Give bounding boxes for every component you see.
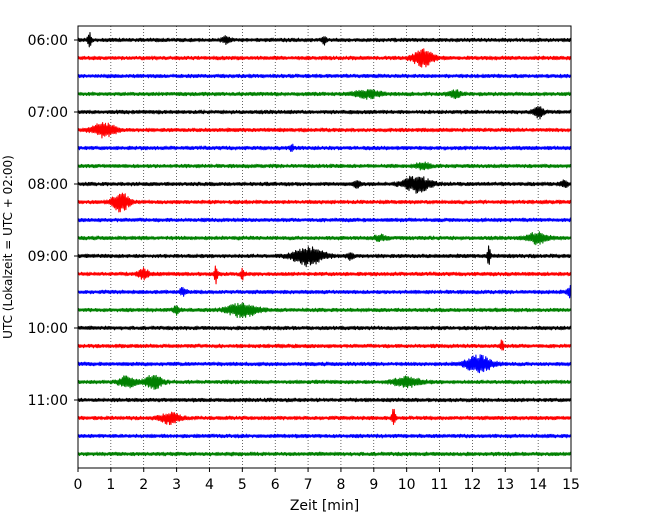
trace-1030 <box>77 354 572 374</box>
x-tick-label-9: 9 <box>369 477 378 493</box>
trace-1000 <box>77 325 572 331</box>
x-tick-label-11: 11 <box>431 477 449 493</box>
trace-1130 <box>77 433 572 439</box>
trace-0645 <box>77 89 572 100</box>
trace-0830 <box>77 217 572 223</box>
x-axis-label: Zeit [min] <box>290 498 359 514</box>
trace-1100 <box>77 397 572 403</box>
trace-1145 <box>77 451 572 457</box>
trace-0800 <box>77 175 572 194</box>
trace-1045 <box>77 374 572 390</box>
x-tick-label-0: 0 <box>74 477 83 493</box>
y-tick-label-0800: 08:00 <box>28 177 68 193</box>
x-tick-layer: 0 1 2 3 4 5 6 7 8 9 10 11 12 13 14 15 <box>74 468 580 493</box>
y-tick-label-0600: 06:00 <box>28 33 68 49</box>
x-tick-label-5: 5 <box>238 477 247 493</box>
trace-0900 <box>77 245 572 268</box>
trace-0715 <box>77 122 572 139</box>
trace-1015 <box>77 339 572 351</box>
y-tick-label-0900: 09:00 <box>28 249 68 265</box>
y-tick-label-1100: 11:00 <box>28 393 68 409</box>
trace-0945 <box>77 302 572 319</box>
trace-0915 <box>77 265 572 285</box>
x-tick-label-1: 1 <box>106 477 115 493</box>
x-tick-label-8: 8 <box>336 477 345 493</box>
trace-0730 <box>77 143 572 152</box>
x-tick-label-2: 2 <box>139 477 148 493</box>
trace-0930 <box>77 284 572 299</box>
plot-frame <box>77 25 572 469</box>
trace-1115 <box>77 408 572 426</box>
trace-0600 <box>77 31 572 48</box>
y-tick-label-0700: 07:00 <box>28 105 68 121</box>
trace-0845 <box>77 231 572 246</box>
x-tick-label-10: 10 <box>398 477 416 493</box>
y-axis-label: UTC (Lokalzeit = UTC + 02:00) <box>1 155 15 339</box>
x-tick-label-3: 3 <box>172 477 181 493</box>
trace-0745 <box>77 161 572 171</box>
trace-0615 <box>77 48 572 68</box>
x-tick-label-4: 4 <box>205 477 214 493</box>
y-tick-label-1000: 10:00 <box>28 321 68 337</box>
x-tick-label-13: 13 <box>496 477 514 493</box>
trace-0815 <box>77 192 572 213</box>
x-tick-label-7: 7 <box>304 477 313 493</box>
trace-0630 <box>77 73 572 79</box>
trace-layer <box>77 31 572 457</box>
x-tick-label-12: 12 <box>463 477 481 493</box>
y-tick-layer: 06:00 07:00 08:00 09:00 10:00 11:00 <box>28 33 78 409</box>
x-tick-label-6: 6 <box>271 477 280 493</box>
x-tick-label-15: 15 <box>562 477 580 493</box>
x-tick-label-14: 14 <box>529 477 547 493</box>
trace-0700 <box>77 105 572 120</box>
